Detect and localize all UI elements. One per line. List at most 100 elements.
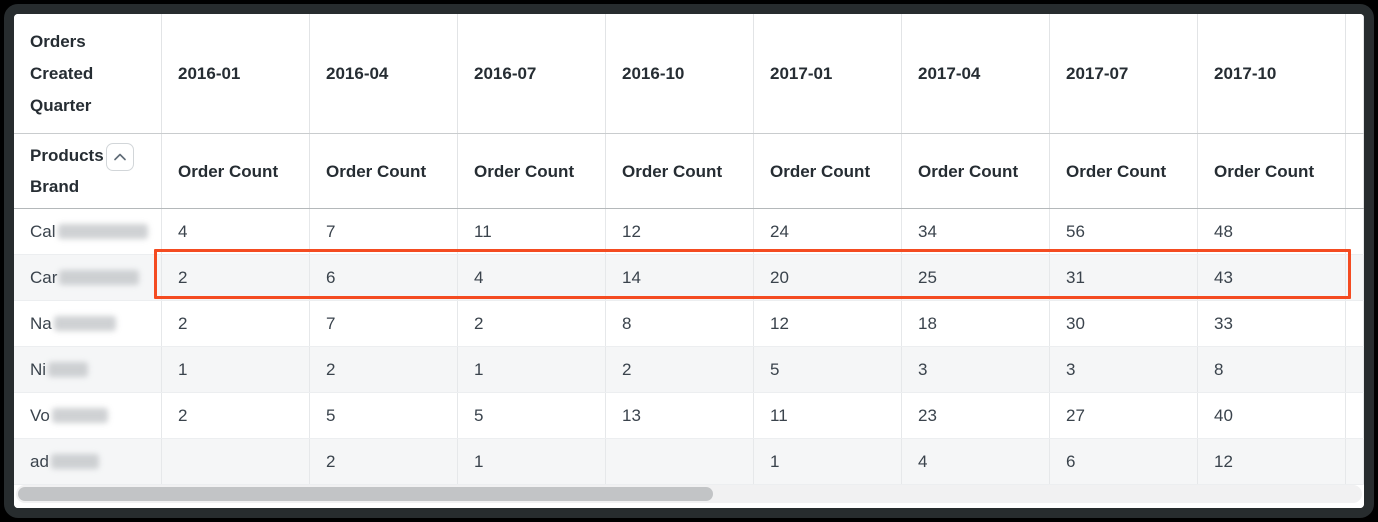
value-cell[interactable]: 8 bbox=[606, 301, 754, 346]
quarter-header-2016-01[interactable]: 2016-01 bbox=[162, 14, 310, 133]
row-dimension-label: Products Brand bbox=[30, 140, 134, 202]
measure-label: Order Count bbox=[326, 161, 427, 181]
value-cell[interactable]: 1 bbox=[458, 439, 606, 484]
quarter-header-2016-10[interactable]: 2016-10 bbox=[606, 14, 754, 133]
brand-label: Vo bbox=[30, 405, 50, 425]
value-cell[interactable]: 33 bbox=[1198, 301, 1346, 346]
chevron-up-icon bbox=[113, 153, 126, 161]
value-cell[interactable]: 5 bbox=[754, 347, 902, 392]
value-cell[interactable]: 5 bbox=[310, 393, 458, 438]
brand-cell[interactable]: ad bbox=[14, 439, 162, 484]
measure-header-cell[interactable]: Order Count bbox=[1050, 134, 1198, 208]
value-cell[interactable]: 2 bbox=[162, 301, 310, 346]
value-cell[interactable]: 27 bbox=[1050, 393, 1198, 438]
value-cell[interactable]: 3 bbox=[902, 347, 1050, 392]
quarter-header-2016-04[interactable]: 2016-04 bbox=[310, 14, 458, 133]
measure-label: Order Count bbox=[770, 161, 871, 181]
value-cell[interactable]: 4 bbox=[162, 209, 310, 254]
value-cell[interactable] bbox=[606, 439, 754, 484]
measure-header-cell[interactable]: Order Count bbox=[458, 134, 606, 208]
quarter-header-2017-01[interactable]: 2017-01 bbox=[754, 14, 902, 133]
value-cell[interactable]: 14 bbox=[606, 255, 754, 300]
value-cell[interactable]: 34 bbox=[902, 209, 1050, 254]
value-cell[interactable]: 12 bbox=[1198, 439, 1346, 484]
value-cell[interactable]: 12 bbox=[606, 209, 754, 254]
horizontal-scrollbar-track[interactable] bbox=[16, 485, 1362, 503]
measure-label: Order Count bbox=[178, 161, 279, 181]
quarter-header-2017-10[interactable]: 2017-10 bbox=[1198, 14, 1346, 133]
table-row-ad: ad 2 1 1 4 6 12 bbox=[14, 439, 1364, 485]
clipped-cell bbox=[1346, 347, 1364, 392]
value-cell[interactable]: 56 bbox=[1050, 209, 1198, 254]
value-cell[interactable]: 13 bbox=[606, 393, 754, 438]
value-cell[interactable]: 1 bbox=[754, 439, 902, 484]
value-cell[interactable]: 2 bbox=[310, 347, 458, 392]
value-cell[interactable]: 18 bbox=[902, 301, 1050, 346]
measure-header-cell[interactable]: Order Count bbox=[754, 134, 902, 208]
value-cell[interactable]: 1 bbox=[458, 347, 606, 392]
value-cell[interactable]: 40 bbox=[1198, 393, 1346, 438]
value-cell[interactable]: 3 bbox=[1050, 347, 1198, 392]
value-cell[interactable]: 48 bbox=[1198, 209, 1346, 254]
measure-header-cell[interactable]: Order Count bbox=[162, 134, 310, 208]
value-cell[interactable]: 2 bbox=[162, 393, 310, 438]
quarter-header-2017-04[interactable]: 2017-04 bbox=[902, 14, 1050, 133]
quarter-header-2017-07[interactable]: 2017-07 bbox=[1050, 14, 1198, 133]
value-cell[interactable]: 20 bbox=[754, 255, 902, 300]
value-cell[interactable]: 43 bbox=[1198, 255, 1346, 300]
quarter-label: 2016-04 bbox=[326, 63, 389, 83]
brand-cell[interactable]: Ni bbox=[14, 347, 162, 392]
brand-cell[interactable]: Na bbox=[14, 301, 162, 346]
pivot-table: Orders Created Quarter 2016-01 2016-04 2… bbox=[14, 14, 1364, 508]
table-row-car-highlighted: Car 2 6 4 14 20 25 31 43 bbox=[14, 255, 1364, 301]
value-cell[interactable] bbox=[162, 439, 310, 484]
table-row-na: Na 2 7 2 8 12 18 30 33 bbox=[14, 301, 1364, 347]
brand-cell[interactable]: Vo bbox=[14, 393, 162, 438]
value-cell[interactable]: 11 bbox=[458, 209, 606, 254]
horizontal-scrollbar-thumb[interactable] bbox=[18, 487, 713, 501]
value-cell[interactable]: 7 bbox=[310, 209, 458, 254]
brand-label: Cal bbox=[30, 221, 56, 241]
value-cell[interactable]: 1 bbox=[162, 347, 310, 392]
value-cell[interactable]: 5 bbox=[458, 393, 606, 438]
corner-header-label: Orders Created Quarter bbox=[30, 31, 94, 115]
value-cell[interactable]: 25 bbox=[902, 255, 1050, 300]
quarter-header-2016-07[interactable]: 2016-07 bbox=[458, 14, 606, 133]
value-cell[interactable]: 2 bbox=[162, 255, 310, 300]
value-cell[interactable]: 4 bbox=[902, 439, 1050, 484]
measure-header-cell[interactable]: Order Count bbox=[606, 134, 754, 208]
clipped-cell bbox=[1346, 439, 1364, 484]
brand-label: Car bbox=[30, 267, 58, 287]
value-cell[interactable]: 7 bbox=[310, 301, 458, 346]
redacted-text bbox=[51, 408, 108, 423]
brand-cell[interactable]: Cal bbox=[14, 209, 162, 254]
corner-header-cell[interactable]: Orders Created Quarter bbox=[14, 14, 162, 133]
value-cell[interactable]: 2 bbox=[310, 439, 458, 484]
quarter-label: 2016-10 bbox=[622, 63, 685, 83]
value-cell[interactable]: 31 bbox=[1050, 255, 1198, 300]
table-row-cal: Cal 4 7 11 12 24 34 56 48 bbox=[14, 209, 1364, 255]
clipped-cell bbox=[1346, 209, 1364, 254]
value-cell[interactable]: 11 bbox=[754, 393, 902, 438]
value-cell[interactable]: 6 bbox=[1050, 439, 1198, 484]
value-cell[interactable]: 8 bbox=[1198, 347, 1346, 392]
value-cell[interactable]: 2 bbox=[606, 347, 754, 392]
value-cell[interactable]: 4 bbox=[458, 255, 606, 300]
quarter-label: 2017-07 bbox=[1066, 63, 1129, 83]
brand-cell[interactable]: Car bbox=[14, 255, 162, 300]
collapse-button[interactable] bbox=[105, 143, 134, 171]
value-cell[interactable]: 23 bbox=[902, 393, 1050, 438]
value-cell[interactable]: 30 bbox=[1050, 301, 1198, 346]
quarter-label: 2016-07 bbox=[474, 63, 537, 83]
measure-label: Order Count bbox=[1214, 161, 1315, 181]
value-cell[interactable]: 24 bbox=[754, 209, 902, 254]
value-cell[interactable]: 2 bbox=[458, 301, 606, 346]
measure-header-cell[interactable]: Order Count bbox=[902, 134, 1050, 208]
row-dimension-header-cell[interactable]: Products Brand bbox=[14, 134, 162, 208]
value-cell[interactable]: 12 bbox=[754, 301, 902, 346]
value-cell[interactable]: 6 bbox=[310, 255, 458, 300]
measure-header-cell[interactable]: Order Count bbox=[310, 134, 458, 208]
redacted-text bbox=[48, 362, 89, 377]
measure-header-cell[interactable]: Order Count bbox=[1198, 134, 1346, 208]
clipped-cell bbox=[1346, 301, 1364, 346]
